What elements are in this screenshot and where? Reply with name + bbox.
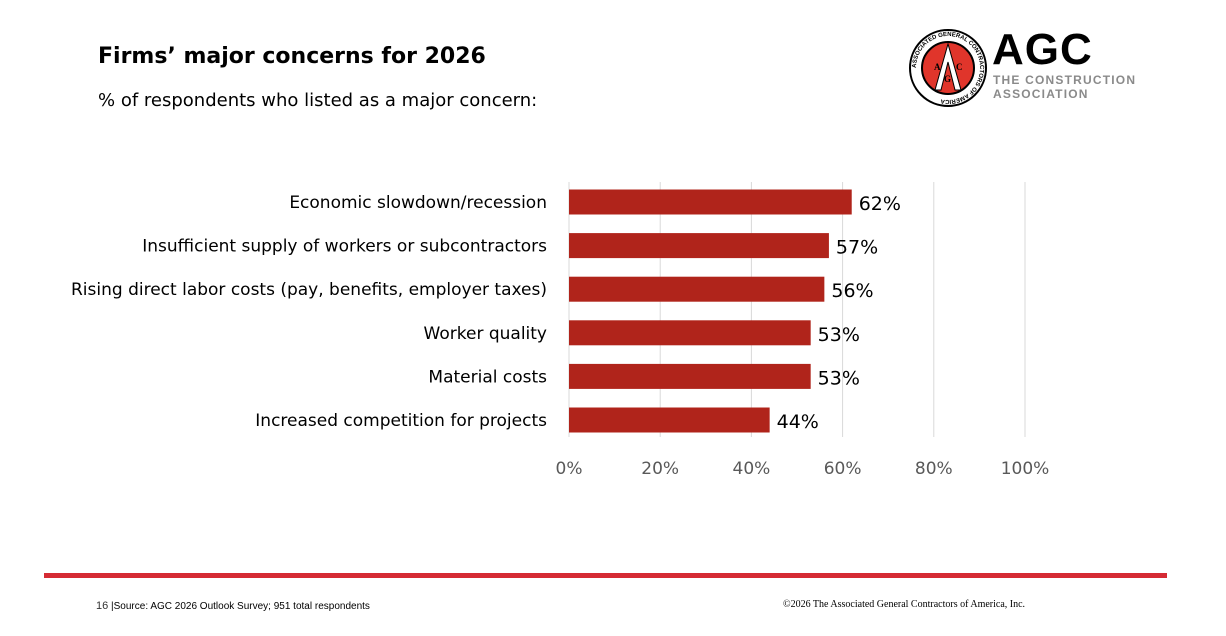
data-label: 44% (777, 411, 819, 433)
category-label: Insufficient supply of workers or subcon… (142, 237, 547, 257)
bar (569, 320, 811, 346)
category-label: Economic slowdown/recession (289, 193, 547, 213)
logo-tagline: THE CONSTRUCTION (993, 73, 1137, 87)
bar (569, 407, 770, 433)
svg-text:C: C (956, 62, 963, 72)
logo-tagline: ASSOCIATION (993, 87, 1089, 101)
data-label: 53% (818, 367, 860, 389)
source-text: Source: AGC 2026 Outlook Survey; 951 tot… (113, 601, 370, 612)
x-tick-label: 0% (556, 459, 583, 479)
category-label: Material costs (428, 367, 547, 387)
x-tick-label: 20% (641, 459, 679, 479)
data-label: 56% (831, 280, 873, 302)
bar (569, 363, 811, 389)
agc-wordmark: AGC (992, 25, 1093, 74)
page-subtitle: % of respondents who listed as a major c… (98, 90, 538, 111)
category-label: Rising direct labor costs (pay, benefits… (71, 280, 547, 300)
data-label: 57% (836, 237, 878, 259)
bar-chart: 0% 20% 40% 60% 80% 100% Economic slowdown/rece… (71, 182, 1050, 479)
bar (569, 189, 852, 215)
agc-logo: A C G ASSOCIATED GENERAL CONTRACTORS OF … (909, 29, 987, 107)
page-number: 16 (96, 600, 109, 612)
x-tick-label: 60% (824, 459, 862, 479)
x-tick-label: 40% (733, 459, 771, 479)
copyright: ©2026 The Associated General Contractors… (783, 599, 1026, 610)
page-title: Firms’ major concerns for 2026 (98, 44, 486, 69)
bar (569, 233, 829, 259)
svg-text:G: G (944, 74, 951, 84)
footer-source: 16 |Source: AGC 2026 Outlook Survey; 951… (96, 600, 370, 612)
category-label: Increased competition for projects (255, 411, 547, 431)
category-label: Worker quality (424, 324, 547, 344)
bar (569, 276, 825, 302)
svg-text:A: A (934, 62, 941, 72)
footer-rule (44, 573, 1167, 578)
data-label: 62% (859, 193, 901, 215)
data-label: 53% (818, 324, 860, 346)
x-tick-label: 80% (915, 459, 953, 479)
x-tick-label: 100% (1001, 459, 1050, 479)
